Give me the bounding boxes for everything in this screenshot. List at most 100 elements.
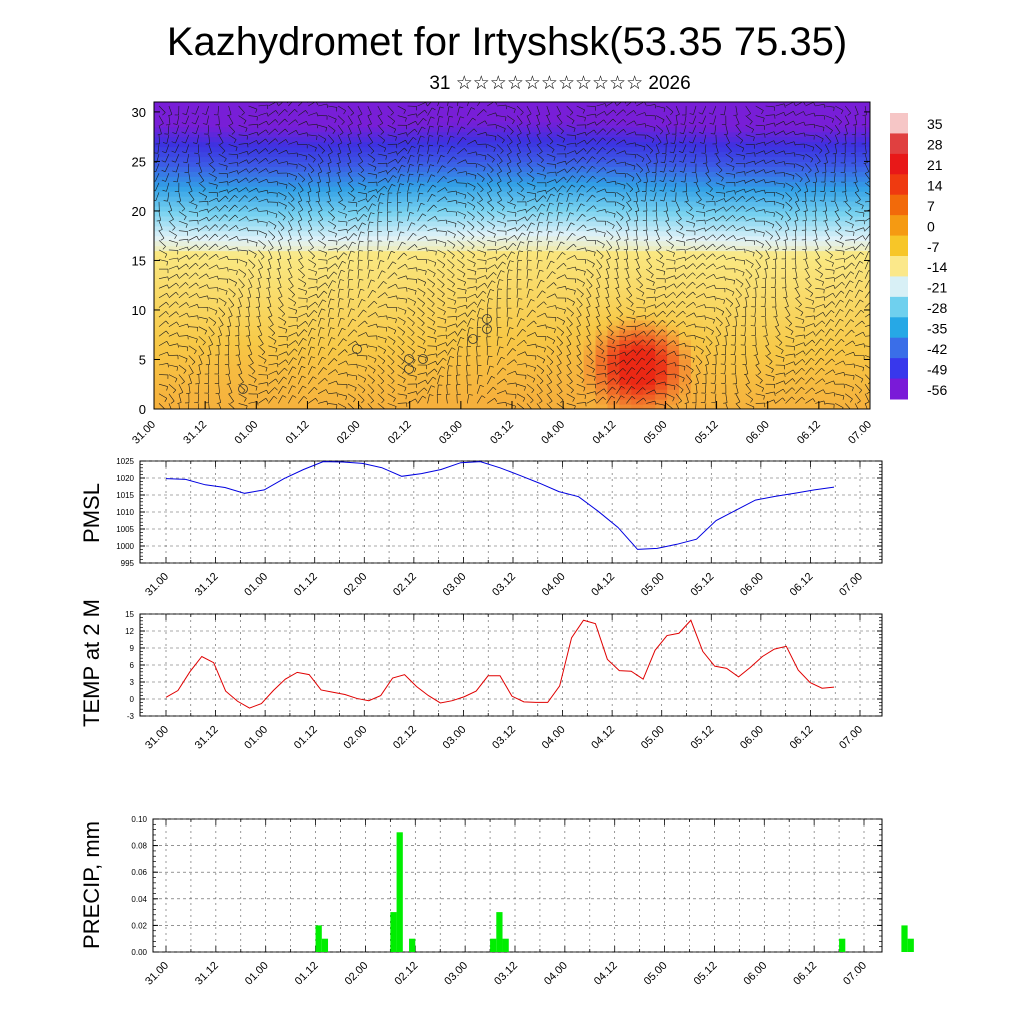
x-tick-label: 31.12 bbox=[181, 419, 209, 447]
temp-axis-label: TEMP at 2 M bbox=[79, 599, 104, 727]
x-tick-label: 05.00 bbox=[642, 419, 670, 447]
colorbar-label: -28 bbox=[927, 300, 947, 316]
colorbar-swatch bbox=[890, 235, 908, 257]
colorbar-label: -42 bbox=[927, 341, 947, 357]
x-tick-label: 01.12 bbox=[284, 419, 312, 447]
x-tick-label: 04.00 bbox=[542, 960, 570, 988]
x-tick-label: 31.00 bbox=[143, 571, 171, 599]
y-tick-label: 0.04 bbox=[131, 895, 147, 904]
calm-wind-marker bbox=[404, 354, 414, 364]
precip-bar bbox=[315, 925, 322, 952]
colorbar-swatch bbox=[890, 378, 908, 400]
y-tick-label: 1010 bbox=[116, 508, 134, 517]
colorbar-label: 7 bbox=[927, 198, 935, 214]
precip-axis-label: PRECIP, mm bbox=[79, 821, 104, 949]
x-tick-label: 03.00 bbox=[437, 419, 465, 447]
colorbar-label: 21 bbox=[927, 157, 943, 173]
y-tick-label: 10 bbox=[132, 303, 146, 318]
x-tick-label: 02.12 bbox=[386, 419, 414, 447]
wind-barbs bbox=[154, 102, 870, 409]
x-tick-label: 06.12 bbox=[788, 724, 816, 752]
y-tick-label: 0.00 bbox=[131, 948, 147, 957]
precip-bar bbox=[502, 938, 509, 952]
x-tick-label: 04.00 bbox=[540, 724, 568, 752]
x-tick-label: 06.12 bbox=[788, 571, 816, 599]
y-tick-label: 0 bbox=[130, 695, 135, 704]
x-tick-label: 03.00 bbox=[442, 960, 470, 988]
page-title: Kazhydromet for Irtyshsk(53.35 75.35) bbox=[166, 20, 848, 64]
x-tick-label: 05.00 bbox=[639, 571, 667, 599]
x-tick-label: 06.00 bbox=[738, 571, 766, 599]
colorbar-swatch bbox=[890, 358, 908, 380]
x-tick-label: 02.00 bbox=[335, 419, 363, 447]
x-tick-label: 02.12 bbox=[391, 724, 419, 752]
calm-wind-marker bbox=[404, 364, 414, 374]
x-tick-label: 03.12 bbox=[488, 419, 516, 447]
precip-chart: 0.10 0.08 0.06 0.04 0.02 0.00 31.00 31.12 01.00 0… bbox=[131, 815, 914, 988]
colorbar-swatch bbox=[890, 215, 908, 237]
colorbar-label: 0 bbox=[927, 218, 935, 234]
y-tick-label: 1020 bbox=[116, 474, 134, 483]
temp-2m-chart: 15 12 9 6 3 0 -3 31.00 31.12 01.00 01.12 02.00 02.12… bbox=[125, 610, 883, 752]
x-tick-label: 06.00 bbox=[738, 724, 766, 752]
x-tick-label: 03.00 bbox=[441, 724, 469, 752]
y-tick-label: 0.08 bbox=[131, 842, 147, 851]
x-tick-label: 03.12 bbox=[490, 724, 518, 752]
x-tick-label: 07.00 bbox=[841, 960, 869, 988]
pmsl-axis-label: PMSL bbox=[79, 483, 104, 543]
x-tick-label: 03.12 bbox=[492, 960, 520, 988]
x-tick-label: 02.00 bbox=[341, 724, 369, 752]
precip-bar bbox=[496, 912, 503, 952]
x-tick-label: 05.12 bbox=[692, 960, 720, 988]
x-tick-label: 07.00 bbox=[837, 571, 865, 599]
x-tick-label: 03.12 bbox=[490, 571, 518, 599]
x-tick-label: 31.12 bbox=[193, 724, 221, 752]
precip-bar bbox=[901, 925, 908, 952]
y-tick-label: 995 bbox=[121, 559, 135, 568]
x-tick-label: 04.12 bbox=[592, 960, 620, 988]
x-tick-label: 31.12 bbox=[193, 960, 221, 988]
x-tick-label: 31.00 bbox=[143, 724, 171, 752]
x-tick-label: 04.00 bbox=[540, 571, 568, 599]
colorbar-swatch bbox=[890, 276, 908, 298]
series-line bbox=[165, 619, 835, 709]
y-tick-label: 9 bbox=[130, 644, 135, 653]
colorbar-swatch bbox=[890, 296, 908, 318]
calm-wind-marker bbox=[352, 344, 362, 354]
heatmap-cells bbox=[154, 102, 870, 409]
x-tick-label: 02.00 bbox=[343, 960, 371, 988]
calm-wind-marker bbox=[482, 324, 492, 334]
y-tick-label: 1025 bbox=[116, 457, 134, 466]
y-tick-label: 30 bbox=[132, 105, 146, 120]
precip-bar bbox=[321, 938, 329, 952]
x-tick-label: 04.12 bbox=[589, 571, 617, 599]
x-tick-label: 31.12 bbox=[193, 571, 221, 599]
x-tick-label: 31.00 bbox=[143, 960, 171, 988]
x-tick-label: 06.00 bbox=[744, 419, 772, 447]
precip-bar bbox=[839, 938, 846, 952]
calm-wind-marker bbox=[238, 384, 248, 394]
colorbar-label: 28 bbox=[927, 137, 943, 153]
calm-wind-marker bbox=[468, 334, 478, 344]
colorbar-label: -56 bbox=[927, 382, 947, 398]
colorbar-swatch bbox=[890, 174, 908, 196]
x-tick-label: 01.00 bbox=[242, 724, 270, 752]
colorbar-label: -14 bbox=[927, 259, 947, 275]
x-tick-label: 03.00 bbox=[441, 571, 469, 599]
y-tick-label: 12 bbox=[125, 627, 134, 636]
y-tick-label: 15 bbox=[125, 610, 134, 619]
colorbar-swatch bbox=[890, 133, 908, 155]
x-tick-label: 01.00 bbox=[242, 571, 270, 599]
calm-wind-marker bbox=[482, 314, 492, 324]
colorbar-swatch bbox=[890, 337, 908, 359]
x-tick-label: 01.12 bbox=[293, 960, 321, 988]
y-tick-label: 0.06 bbox=[131, 868, 147, 877]
pmsl-chart: 1025 1020 1015 1010 1005 1000 995 31.00 31.12 01.… bbox=[116, 457, 883, 599]
x-tick-label: 07.00 bbox=[846, 419, 874, 447]
x-tick-label: 01.00 bbox=[243, 960, 271, 988]
y-tick-label: 0.02 bbox=[131, 921, 147, 930]
y-tick-label: -3 bbox=[127, 712, 135, 721]
x-tick-label: 05.12 bbox=[688, 724, 716, 752]
y-tick-label: 0 bbox=[139, 402, 146, 417]
colorbar-swatch bbox=[890, 256, 908, 277]
